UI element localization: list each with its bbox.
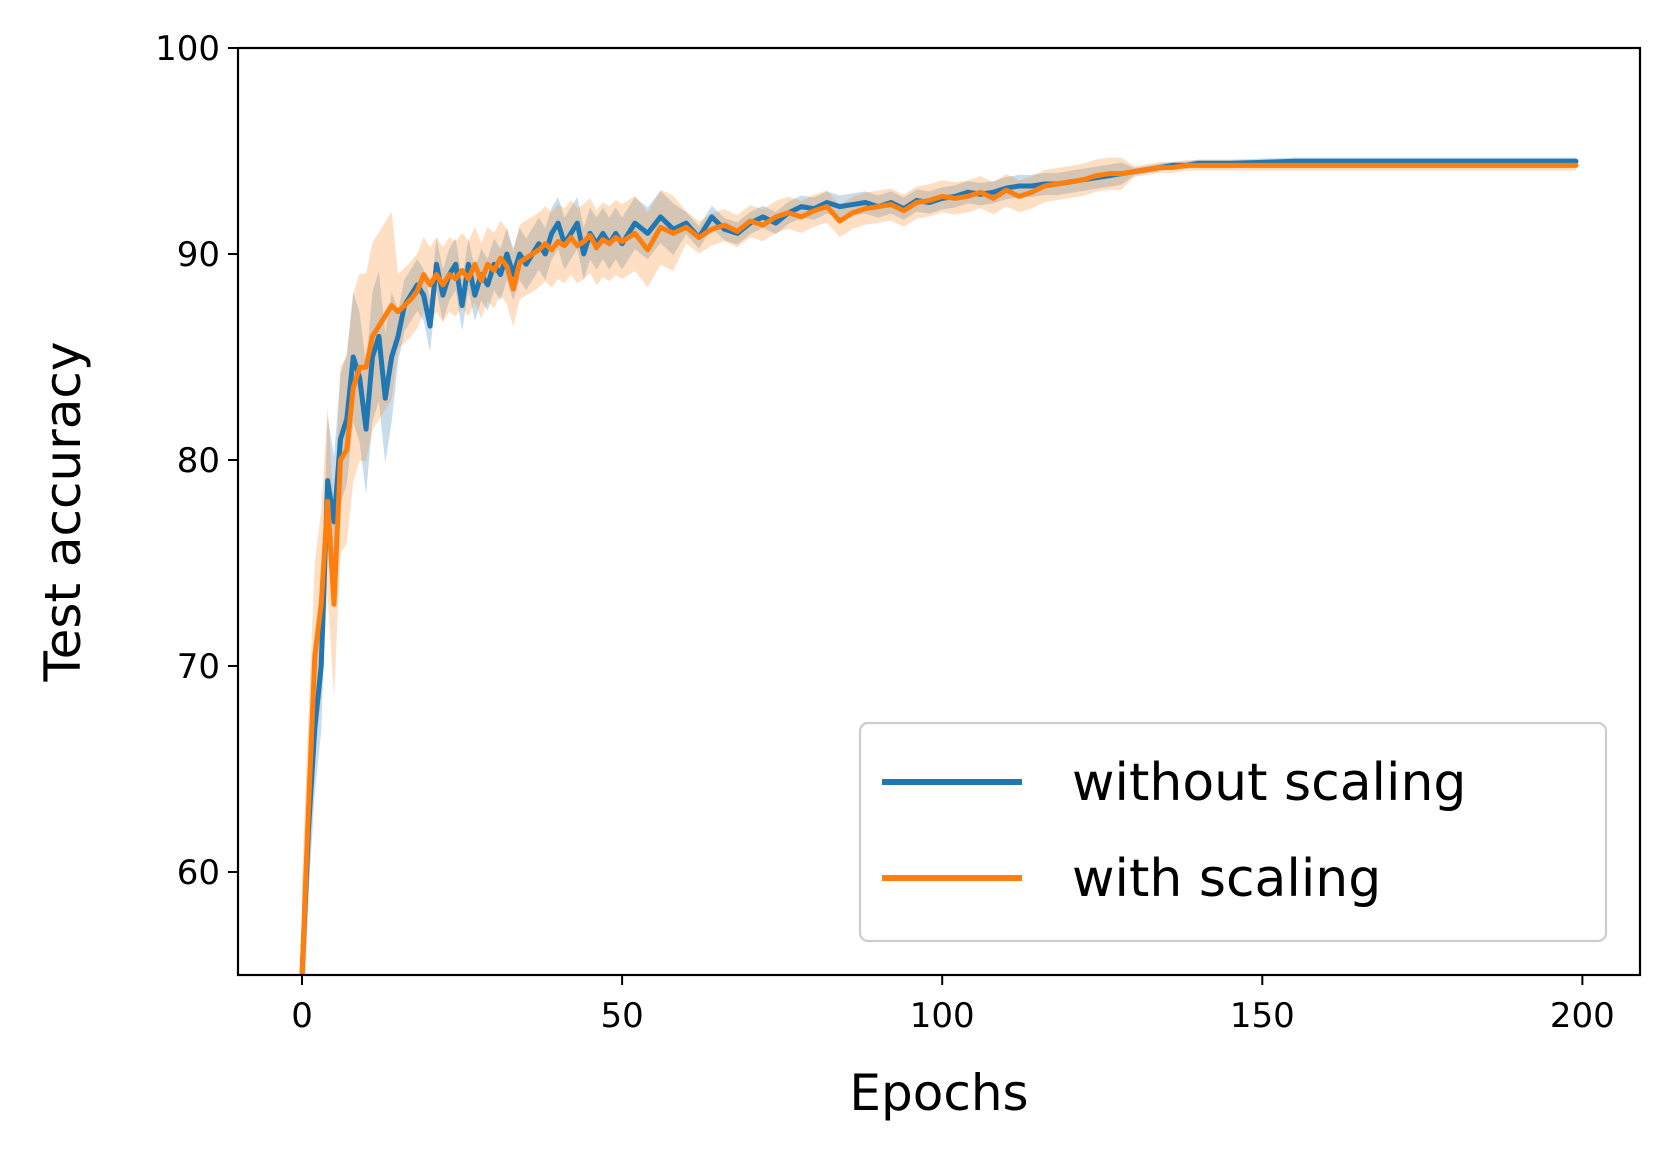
plot-frame [236, 46, 1642, 977]
series-lines [299, 158, 1579, 975]
series-line-with-scaling [299, 162, 1579, 975]
x-tick-label: 200 [1550, 996, 1615, 1036]
y-tick-label: 90 [177, 235, 220, 275]
y-axis-ticks: 60 70 80 90 100 [155, 29, 238, 893]
x-axis-ticks: 0 50 100 150 200 [291, 975, 1615, 1036]
x-tick-label: 150 [1230, 996, 1295, 1036]
y-tick-label: 80 [177, 441, 220, 481]
legend-label-with-scaling: with scaling [1072, 849, 1381, 909]
legend: without scaling with scaling [858, 721, 1608, 943]
y-tick-label: 70 [177, 647, 220, 687]
x-tick-label: 50 [600, 996, 643, 1036]
y-tick-label: 100 [155, 29, 220, 69]
x-tick-label: 0 [291, 996, 313, 1036]
y-axis-label: Test accuracy [34, 342, 92, 683]
x-tick-label: 100 [910, 996, 975, 1036]
legend-box [858, 721, 1608, 943]
x-axis-label: Epochs [849, 1064, 1028, 1122]
y-tick-label: 60 [177, 853, 220, 893]
legend-label-without-scaling: without scaling [1072, 753, 1466, 813]
